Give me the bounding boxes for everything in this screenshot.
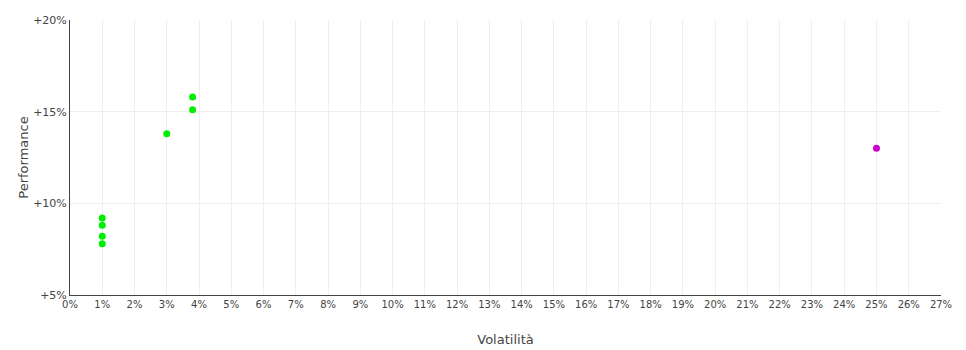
svg-text:19%: 19% — [672, 299, 694, 310]
svg-text:+5%: +5% — [40, 289, 67, 302]
svg-text:+10%: +10% — [33, 197, 67, 210]
svg-text:1%: 1% — [94, 299, 110, 310]
svg-text:3%: 3% — [159, 299, 175, 310]
svg-text:25%: 25% — [865, 299, 887, 310]
svg-text:22%: 22% — [769, 299, 791, 310]
svg-text:20%: 20% — [704, 299, 726, 310]
svg-text:7%: 7% — [288, 299, 304, 310]
svg-text:11%: 11% — [414, 299, 436, 310]
svg-text:26%: 26% — [898, 299, 920, 310]
svg-text:Volatilità: Volatilità — [477, 332, 533, 347]
svg-text:+15%: +15% — [33, 106, 67, 119]
svg-text:23%: 23% — [801, 299, 823, 310]
svg-text:10%: 10% — [381, 299, 403, 310]
svg-text:17%: 17% — [607, 299, 629, 310]
svg-text:24%: 24% — [833, 299, 855, 310]
svg-text:12%: 12% — [446, 299, 468, 310]
svg-text:13%: 13% — [478, 299, 500, 310]
svg-text:2%: 2% — [127, 299, 143, 310]
svg-text:6%: 6% — [256, 299, 272, 310]
svg-text:5%: 5% — [223, 299, 239, 310]
svg-text:8%: 8% — [320, 299, 336, 310]
svg-text:21%: 21% — [736, 299, 758, 310]
svg-text:18%: 18% — [640, 299, 662, 310]
svg-text:15%: 15% — [543, 299, 565, 310]
svg-text:+20%: +20% — [33, 14, 67, 27]
svg-text:9%: 9% — [352, 299, 368, 310]
svg-text:27%: 27% — [930, 299, 952, 310]
svg-text:4%: 4% — [191, 299, 207, 310]
svg-text:16%: 16% — [575, 299, 597, 310]
svg-text:Performance: Performance — [16, 116, 31, 198]
svg-text:0%: 0% — [62, 299, 78, 310]
svg-text:14%: 14% — [511, 299, 533, 310]
